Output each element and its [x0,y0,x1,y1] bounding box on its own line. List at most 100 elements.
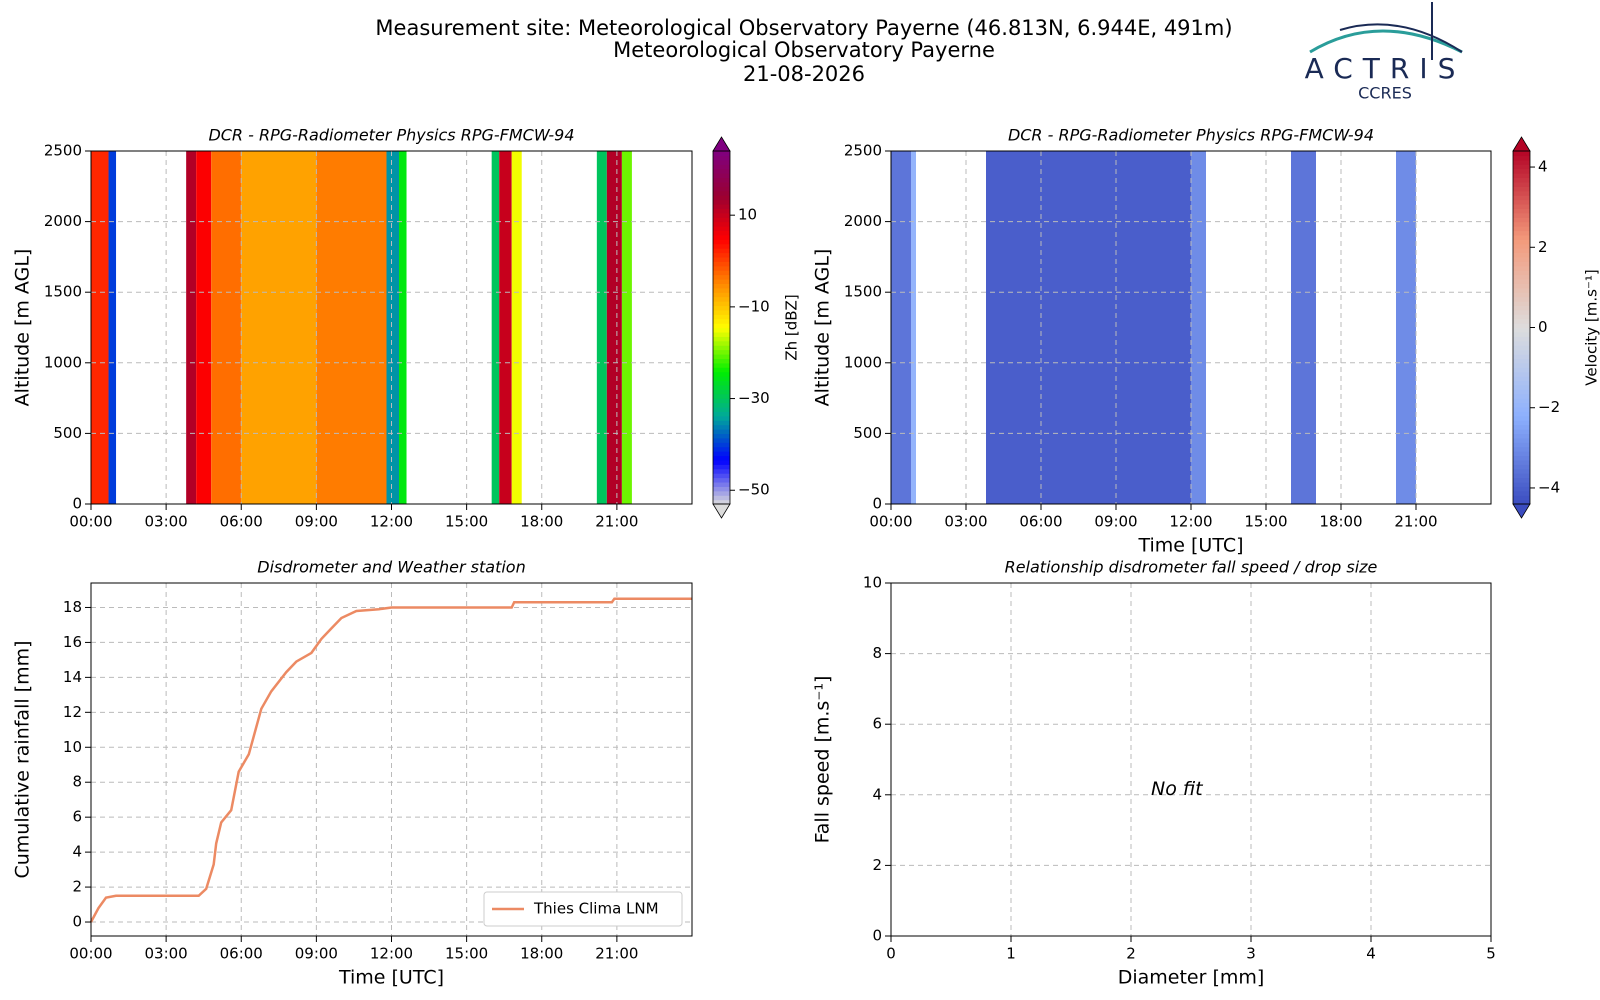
heat-cell [1291,151,1316,504]
colorbar-step [713,481,730,487]
axes-frame [90,150,693,505]
y-tick-label: 8 [872,644,882,662]
colorbar-step [1513,243,1530,249]
panel: Disdrometer and Weather station 00:00 03:0… [12,558,693,989]
y-tick-label: 0 [872,927,882,945]
colorbar-step [713,384,730,390]
colorbar-step [1513,451,1530,457]
x-tick-label: 21:00 [595,513,638,531]
logo-arc [1339,23,1463,53]
x-tick-label: 3 [1246,945,1256,963]
colorbar-step [713,309,730,315]
colorbar: −50 −30 −10 10 Zh [dBZ] [712,136,801,519]
colorbar-step [713,243,730,249]
y-tick-label: 2500 [844,142,882,160]
colorbar-step [713,239,730,245]
colorbar-tick-label: 0 [1538,318,1548,336]
logo-text: ACTRIS [1305,52,1466,85]
y-tick-label: 4 [72,843,82,861]
heat-cell [499,151,512,504]
x-tick-label: 5 [1486,945,1496,963]
x-tick-label: 1 [1006,945,1016,963]
colorbar-step [1513,217,1530,223]
colorbar-step [713,318,730,324]
colorbar-step [713,159,730,165]
x-tick-label: 12:00 [370,945,413,963]
x-tick-label: 09:00 [295,945,338,963]
colorbar-step [713,345,730,351]
colorbar-step [713,226,730,232]
y-tick-label: 12 [63,703,82,721]
colorbar-step [713,451,730,457]
colorbar-step [1513,442,1530,448]
colorbar-step [1513,490,1530,496]
colorbar-step [1513,292,1530,298]
colorbar-step [713,437,730,443]
colorbar-step [1513,278,1530,284]
colorbar-step [713,393,730,399]
colorbar-step [1513,349,1530,355]
colorbar-step [713,234,730,240]
x-tick-label: 03:00 [145,945,188,963]
colorbar-step [713,349,730,355]
colorbar-step [713,499,730,505]
heat-cell [241,151,317,504]
colorbar-step [1513,362,1530,368]
y-tick-label: 2 [872,856,882,874]
colorbar-step [1513,420,1530,426]
x-tick-label: 09:00 [1094,513,1137,531]
colorbar-step [1513,323,1530,329]
colorbar-step [713,199,730,205]
colorbar-step [713,292,730,298]
colorbar-step [713,261,730,267]
site-subtitle: Meteorological Observatory Payerne [613,38,995,62]
colorbar-step [1513,459,1530,465]
colorbar-step [1513,358,1530,364]
colorbar-step [713,371,730,377]
x-tick-label: 15:00 [445,513,488,531]
colorbar-step [1513,159,1530,165]
colorbar-step [713,433,730,439]
panel: DCR - RPG-Radiometer Physics RPG-FMCW-94… [812,126,1600,557]
site-title: Measurement site: Meteorological Observa… [375,16,1232,40]
y-tick-label: 0 [72,913,82,931]
colorbar-step [1513,287,1530,293]
heat-cell [621,151,632,504]
colorbar-step [1513,164,1530,170]
colorbar-tick-label: −10 [738,297,770,315]
x-tick-label: 06:00 [220,945,263,963]
colorbar-frame [712,150,731,505]
y-tick-label: 6 [872,715,882,733]
colorbar-tick-label: −50 [738,481,770,499]
colorbar-step [713,415,730,421]
x-tick-label: 21:00 [1394,513,1437,531]
annotation: No fit [1151,778,1204,800]
heat-cell [911,151,916,504]
x-tick-label: 15:00 [445,945,488,963]
x-tick-label: 00:00 [69,513,112,531]
colorbar-step [713,486,730,492]
x-tick-label: 00:00 [69,945,112,963]
y-tick-label: 4 [872,785,882,803]
x-axis-label: Diameter [mm] [1118,967,1265,989]
colorbar-step [1513,155,1530,161]
colorbar-step [1513,477,1530,483]
colorbar-step [1513,331,1530,337]
y-tick-label: 1500 [44,283,82,301]
colorbar-step [1513,424,1530,430]
heat-cell [108,151,117,504]
x-tick-label: 03:00 [145,513,188,531]
colorbar-step [1513,455,1530,461]
heat-cell [891,151,911,504]
colorbar-step [713,406,730,412]
x-tick-label: 09:00 [295,513,338,531]
colorbar-step [1513,252,1530,258]
x-tick-label: 4 [1366,945,1376,963]
colorbar-label: Zh [dBZ] [783,294,801,360]
colorbar-step [1513,234,1530,240]
colorbar-step [1513,208,1530,214]
y-tick-label: 14 [63,668,82,686]
colorbar-tick-label: −4 [1538,478,1560,496]
legend-box [483,891,683,927]
axes-frame [90,582,693,937]
